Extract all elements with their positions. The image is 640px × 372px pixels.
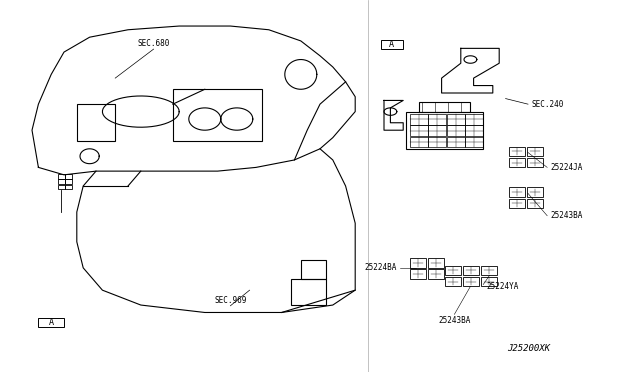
Bar [65,185,72,189]
Text: A: A [389,40,394,49]
Bar [527,158,543,167]
Bar [447,137,465,147]
Bar [410,114,428,125]
Bar [428,125,446,136]
Bar [65,174,72,179]
Bar [428,258,444,268]
Bar [406,112,483,149]
Text: 25243BA: 25243BA [550,211,583,220]
Bar [65,179,72,184]
Bar [509,147,525,156]
Bar [463,277,479,286]
Bar [58,179,65,184]
Bar [428,114,446,125]
Text: SEC.240: SEC.240 [531,100,564,109]
Bar [38,318,64,327]
Bar [410,258,426,268]
Bar [481,277,497,286]
Bar [419,102,470,112]
Bar [410,269,426,279]
Bar [410,137,428,147]
Bar [428,137,446,147]
Text: 25243BA: 25243BA [438,316,470,325]
Bar [445,266,461,275]
Bar [509,158,525,167]
Bar [58,185,65,189]
Bar [463,266,479,275]
Bar [410,125,428,136]
Bar [509,187,525,197]
Text: SEC.969: SEC.969 [214,296,246,305]
Bar [527,187,543,197]
Bar [527,199,543,208]
Text: J25200XK: J25200XK [508,344,550,353]
Bar [509,199,525,208]
Bar [301,260,326,279]
Bar [527,147,543,156]
Bar [481,266,497,275]
Bar [445,277,461,286]
Bar [291,279,326,305]
Text: A: A [49,318,54,327]
Bar [447,125,465,136]
Bar [465,114,483,125]
Text: SEC.680: SEC.680 [138,39,170,48]
Bar [58,174,65,179]
Bar [77,104,115,141]
Text: 25224YA: 25224YA [486,282,519,291]
Bar [381,40,403,49]
Bar [465,137,483,147]
Text: 25224BA: 25224BA [364,263,397,272]
Bar [428,269,444,279]
Text: 25224JA: 25224JA [550,163,583,172]
Bar [173,89,262,141]
Bar [447,114,465,125]
Bar [465,125,483,136]
